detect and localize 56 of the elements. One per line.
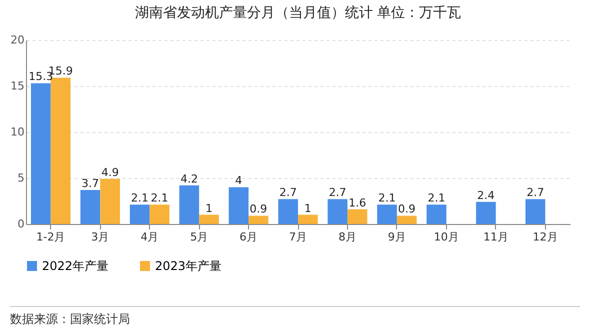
y-tick-label: 10 xyxy=(10,126,24,138)
x-tick-label: 10月 xyxy=(434,230,459,244)
source-note: 数据来源：国家统计局 xyxy=(10,306,580,328)
x-tick-label: 11月 xyxy=(483,230,508,244)
bar xyxy=(130,204,150,224)
data-label: 2.4 xyxy=(477,188,495,202)
data-label: 2.1 xyxy=(378,192,396,205)
bar xyxy=(525,199,546,224)
bar xyxy=(50,78,71,224)
bar xyxy=(347,209,368,224)
data-label: 2.7 xyxy=(279,186,297,200)
data-label: 1 xyxy=(205,202,212,215)
data-label: 4 xyxy=(235,174,242,188)
x-tick-label: 4月 xyxy=(140,230,159,244)
data-label: 1 xyxy=(304,202,312,215)
bar xyxy=(150,204,170,224)
bar xyxy=(396,216,417,224)
y-tick-label: 0 xyxy=(18,218,24,230)
data-label: 2.1 xyxy=(428,192,446,205)
x-tick-label: 5月 xyxy=(190,230,208,244)
y-tick-label: 15 xyxy=(10,80,24,92)
y-tick-label: 5 xyxy=(18,172,24,184)
x-tick-label: 6月 xyxy=(240,230,258,244)
data-label: 4.2 xyxy=(180,172,198,186)
x-tick-label: 1-2月 xyxy=(36,230,66,244)
data-label: 0.9 xyxy=(398,202,416,216)
x-tick-label: 3月 xyxy=(91,230,110,244)
y-tick-label: 20 xyxy=(10,34,24,46)
bar xyxy=(476,202,496,224)
legend-label: 2022年产量 xyxy=(42,259,109,273)
chart-title: 湖南省发动机产量分月（当月值）统计 单位：万千瓦 xyxy=(134,5,462,21)
bar xyxy=(377,204,397,224)
bar xyxy=(228,187,249,224)
x-tick-label: 9月 xyxy=(388,230,406,244)
bar xyxy=(278,199,298,224)
bar xyxy=(199,214,219,224)
legend-label: 2023年产量 xyxy=(155,259,222,273)
data-label: 2.7 xyxy=(526,186,544,200)
bar xyxy=(298,214,318,224)
bar xyxy=(248,216,268,224)
data-label: 0.9 xyxy=(250,202,268,216)
bar xyxy=(100,178,120,224)
bar xyxy=(80,190,100,224)
data-label: 3.7 xyxy=(82,176,100,190)
x-tick-label: 8月 xyxy=(338,230,356,244)
data-label: 2.7 xyxy=(328,186,346,200)
data-label: 2.1 xyxy=(150,192,168,205)
bar xyxy=(179,185,200,224)
bar xyxy=(328,199,348,224)
data-label: 2.1 xyxy=(130,192,148,205)
data-label: 1.6 xyxy=(348,196,366,210)
data-label: 4.9 xyxy=(101,166,119,179)
bar xyxy=(30,83,51,224)
x-tick-label: 7月 xyxy=(289,230,307,244)
x-tick-label: 12月 xyxy=(532,230,558,244)
bar xyxy=(426,204,446,224)
